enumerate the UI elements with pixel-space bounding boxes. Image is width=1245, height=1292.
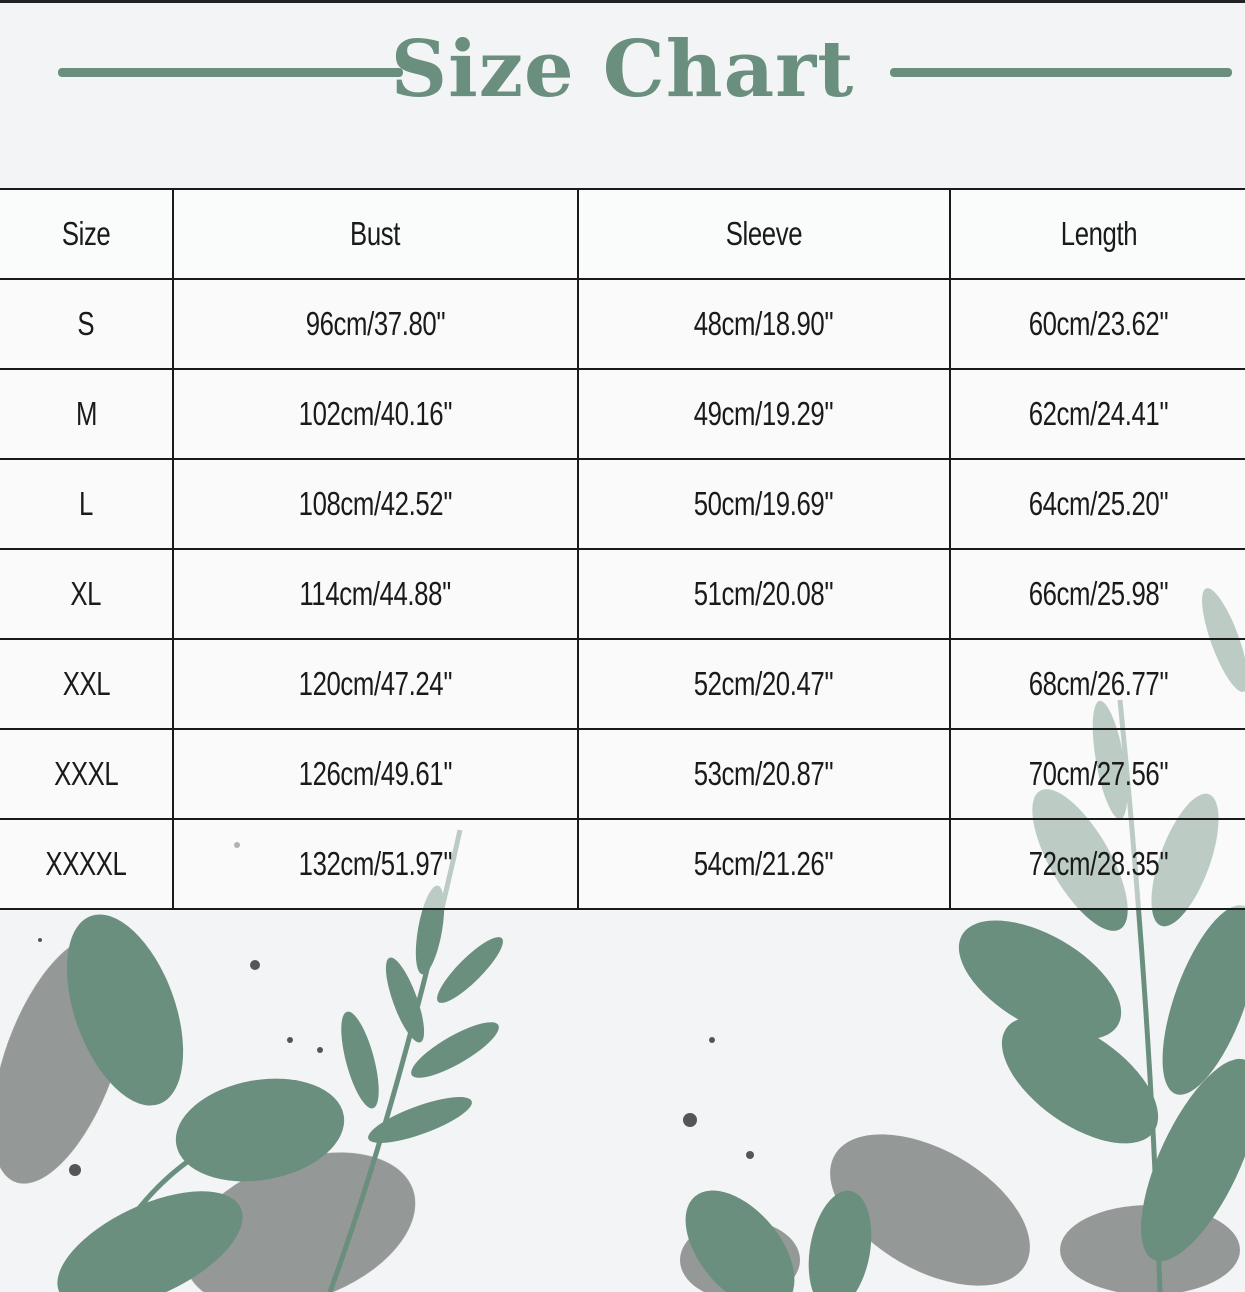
cell-bust: 120cm/47.24'' [172,638,579,730]
header-size: Size [0,188,174,280]
title-rule-right [890,68,1232,77]
cell-bust: 96cm/37.80'' [172,278,579,370]
cell-sleeve: 54cm/21.26'' [577,818,951,910]
cell-sleeve: 49cm/19.29'' [577,368,951,460]
cell-sleeve: 48cm/18.90'' [577,278,951,370]
table-row: L 108cm/42.52'' 50cm/19.69'' 64cm/25.20'' [0,458,1245,550]
size-chart-table: Size Bust Sleeve Length S 96cm/37.80'' 48c… [0,188,1245,910]
cell-length: 70cm/27.56'' [949,728,1245,820]
cell-size: XXXL [0,728,174,820]
page-title: Size Chart [390,24,855,115]
cell-length: 60cm/23.62'' [949,278,1245,370]
title-rule-left [58,68,403,77]
cell-length: 72cm/28.35'' [949,818,1245,910]
table-row: XXXXL 132cm/51.97'' 54cm/21.26'' 72cm/28.35… [0,818,1245,910]
header-bust: Bust [172,188,579,280]
cell-size: XXL [0,638,174,730]
table-row: S 96cm/37.80'' 48cm/18.90'' 60cm/23.62'' [0,278,1245,370]
cell-length: 62cm/24.41'' [949,368,1245,460]
cell-sleeve: 50cm/19.69'' [577,458,951,550]
cell-sleeve: 51cm/20.08'' [577,548,951,640]
cell-length: 66cm/25.98'' [949,548,1245,640]
cell-bust: 126cm/49.61'' [172,728,579,820]
cell-size: S [0,278,174,370]
header-length: Length [949,188,1245,280]
cell-bust: 102cm/40.16'' [172,368,579,460]
cell-length: 68cm/26.77'' [949,638,1245,730]
cell-size: XXXXL [0,818,174,910]
table-row: XXL 120cm/47.24'' 52cm/20.47'' 68cm/26.77'' [0,638,1245,730]
top-border [0,0,1245,3]
table-header-row: Size Bust Sleeve Length [0,188,1245,280]
cell-bust: 114cm/44.88'' [172,548,579,640]
title-banner: Size Chart [0,20,1245,130]
cell-size: XL [0,548,174,640]
table-row: M 102cm/40.16'' 49cm/19.29'' 62cm/24.41'' [0,368,1245,460]
cell-bust: 132cm/51.97'' [172,818,579,910]
cell-size: L [0,458,174,550]
cell-sleeve: 52cm/20.47'' [577,638,951,730]
header-sleeve: Sleeve [577,188,951,280]
cell-bust: 108cm/42.52'' [172,458,579,550]
cell-size: M [0,368,174,460]
cell-sleeve: 53cm/20.87'' [577,728,951,820]
cell-length: 64cm/25.20'' [949,458,1245,550]
table-row: XL 114cm/44.88'' 51cm/20.08'' 66cm/25.98'' [0,548,1245,640]
table-row: XXXL 126cm/49.61'' 53cm/20.87'' 70cm/27.56'… [0,728,1245,820]
